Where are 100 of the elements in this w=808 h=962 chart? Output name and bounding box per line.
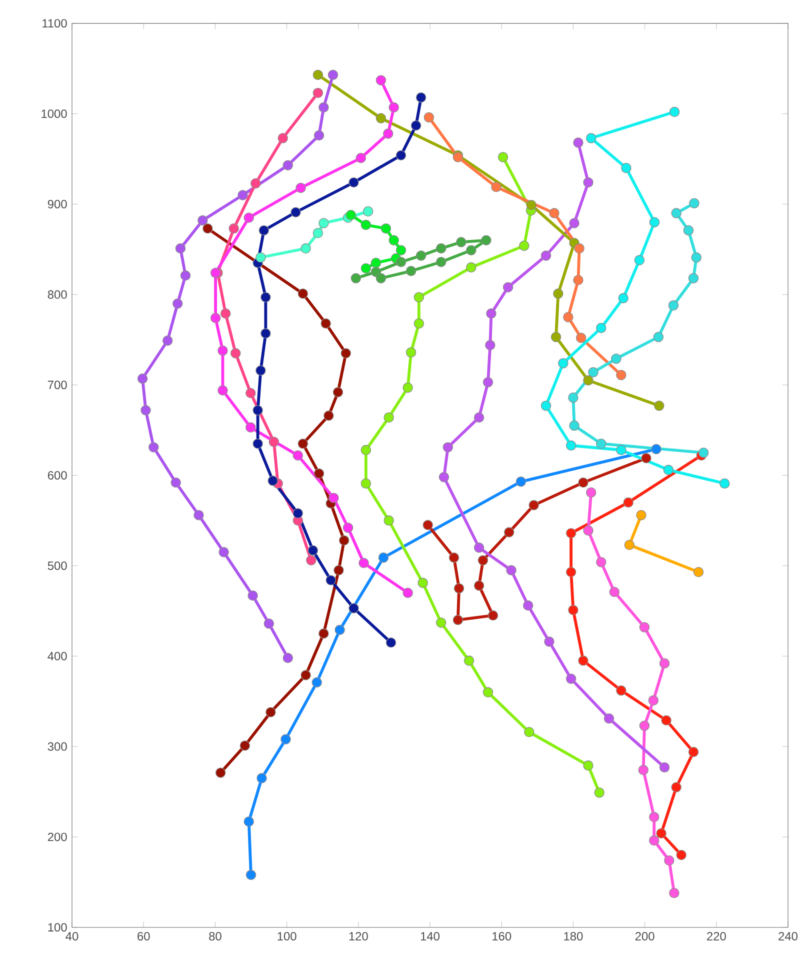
x-tick-label: 140 (420, 932, 440, 940)
point (573, 274, 584, 286)
point (573, 138, 584, 148)
point (649, 812, 660, 822)
point (280, 734, 291, 744)
point (651, 444, 662, 454)
point (566, 440, 576, 451)
x-tick-label: 120 (349, 932, 368, 940)
point (328, 492, 339, 504)
point (306, 555, 316, 566)
point (260, 328, 271, 339)
point (228, 223, 239, 234)
point (376, 273, 386, 284)
point (583, 177, 594, 188)
point (258, 225, 270, 236)
point (218, 385, 228, 396)
point (596, 556, 606, 568)
point (340, 348, 351, 358)
point (406, 266, 416, 276)
point (568, 604, 578, 616)
point (378, 552, 389, 563)
point (653, 332, 664, 342)
point (360, 478, 372, 489)
y-tick-label: 300 (48, 742, 67, 751)
point (358, 558, 369, 568)
point (376, 75, 386, 86)
point (558, 358, 568, 368)
y-tick-label: 900 (48, 200, 67, 208)
point (474, 542, 484, 553)
point (360, 444, 372, 456)
y-tick-label: 400 (48, 652, 67, 660)
y-tick-label: 100 (48, 923, 67, 932)
point (474, 412, 484, 423)
point (669, 888, 680, 898)
point (436, 256, 446, 268)
point (250, 178, 261, 188)
point (486, 308, 496, 319)
point (550, 332, 562, 342)
point (292, 508, 304, 518)
point (348, 603, 359, 614)
point (616, 444, 626, 456)
point (210, 312, 221, 324)
point (636, 510, 646, 520)
point (215, 768, 226, 778)
point (296, 182, 306, 193)
point (720, 478, 730, 489)
point (218, 345, 228, 356)
point (594, 788, 604, 798)
point (659, 658, 670, 668)
point (568, 392, 578, 403)
point (252, 405, 263, 416)
point (416, 250, 426, 261)
point (576, 332, 586, 344)
point (485, 340, 496, 350)
point (383, 128, 394, 139)
point (442, 442, 454, 452)
point (362, 206, 374, 216)
point (621, 162, 632, 174)
point (278, 133, 288, 144)
point (416, 92, 426, 103)
point (318, 218, 329, 228)
point (256, 365, 266, 376)
point (522, 600, 534, 611)
point (566, 566, 576, 578)
point (380, 223, 392, 234)
point (230, 348, 241, 358)
point (691, 252, 702, 263)
point (634, 255, 645, 266)
point (664, 855, 674, 866)
point (583, 375, 594, 386)
point (414, 292, 424, 302)
point (402, 588, 413, 598)
point (312, 88, 324, 98)
point (346, 210, 356, 220)
point (220, 308, 231, 319)
point (282, 160, 293, 170)
point (256, 252, 266, 263)
point (264, 618, 274, 629)
point (370, 258, 382, 268)
point (244, 212, 254, 223)
point (312, 70, 324, 80)
point (268, 436, 280, 447)
point (481, 235, 492, 246)
point (332, 387, 344, 398)
point (175, 243, 186, 254)
point (312, 677, 322, 688)
point (406, 347, 416, 358)
x-tick-label: 100 (278, 932, 296, 940)
point (314, 468, 324, 479)
point (454, 583, 464, 594)
x-tick-label: 40 (66, 932, 78, 940)
x-tick-label: 240 (778, 932, 798, 940)
point (298, 438, 308, 449)
point (410, 120, 422, 131)
point (238, 190, 248, 200)
point (396, 256, 406, 268)
point (506, 565, 516, 576)
y-tick-label: 200 (48, 832, 67, 842)
point (540, 250, 552, 261)
point (464, 656, 474, 666)
